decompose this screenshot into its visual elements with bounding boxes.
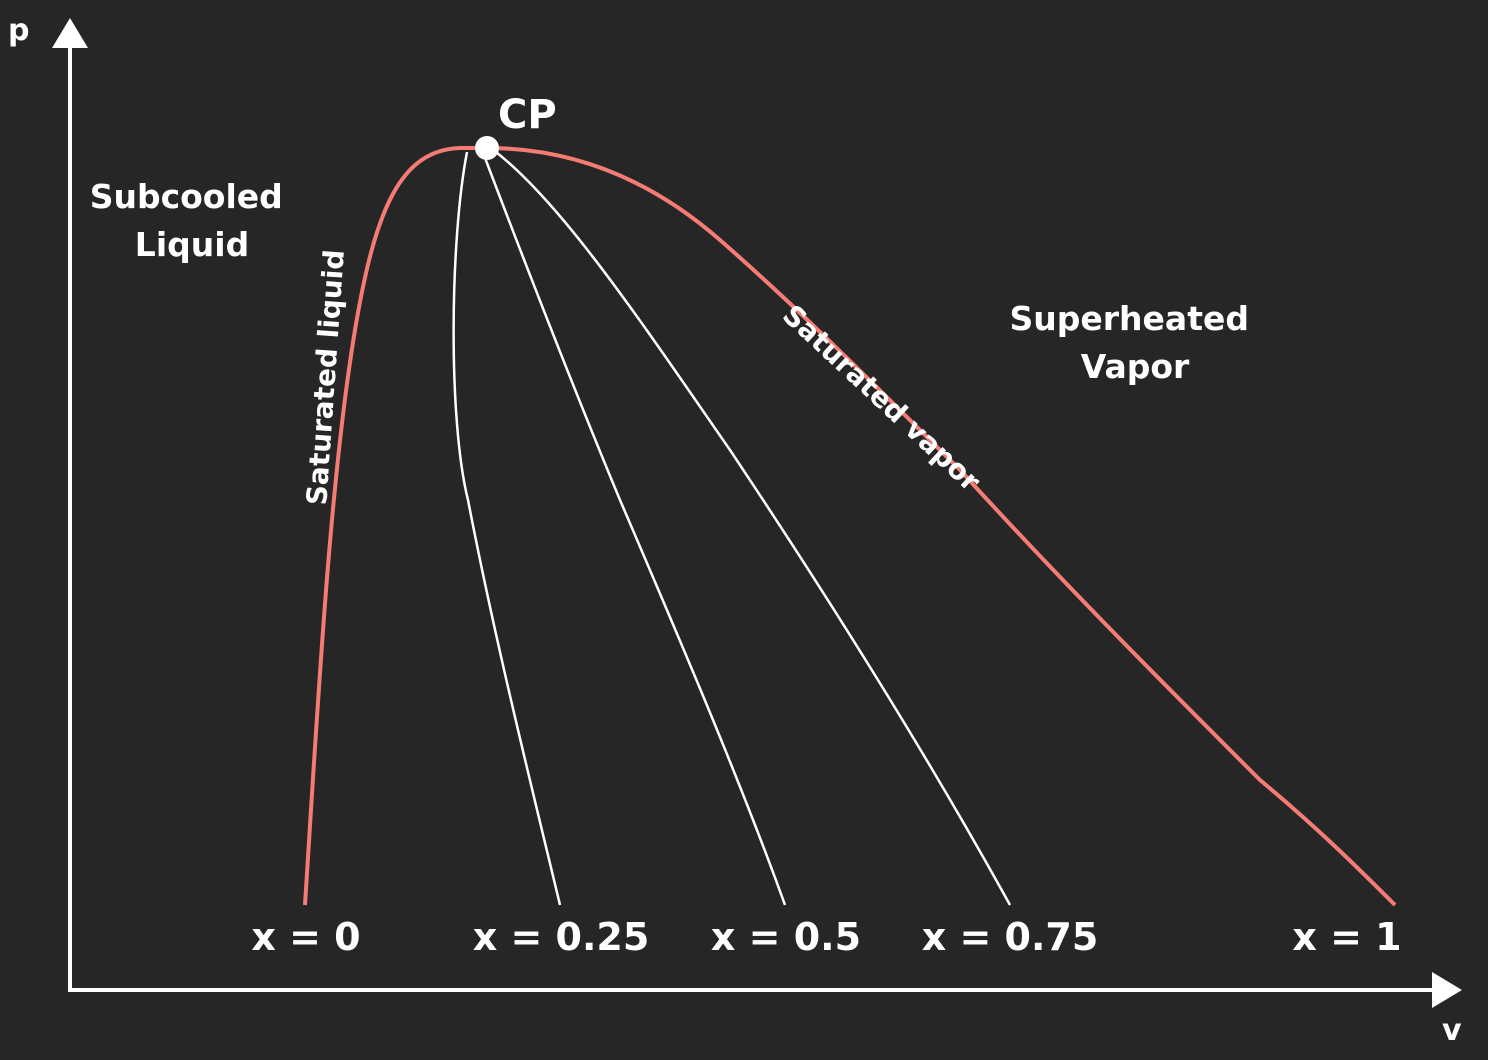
superheated-vapor-label: Superheated Vapor <box>1010 299 1261 386</box>
saturated-vapor-curve <box>486 146 1397 907</box>
quality-line-0.5 <box>480 149 787 906</box>
saturated-liquid-curve <box>303 146 487 906</box>
quality-line-0.25 <box>452 151 562 906</box>
superheated-label-line2: Vapor <box>1081 347 1190 386</box>
subcooled-label-line1: Subcooled <box>90 177 283 216</box>
quality-label-0.75: x = 0.75 <box>922 915 1099 959</box>
saturation-dome <box>303 146 1397 907</box>
axes: p v <box>8 13 1462 1048</box>
subcooled-liquid-label: Subcooled Liquid <box>90 177 295 264</box>
quality-lines <box>452 148 1012 906</box>
quality-label-0.5: x = 0.5 <box>711 915 861 959</box>
x-axis-arrow-icon <box>1432 972 1462 1008</box>
quality-label-0.25: x = 0.25 <box>473 915 650 959</box>
x-axis-label: v <box>1442 1013 1462 1048</box>
quality-label-1: x = 1 <box>1292 915 1401 959</box>
saturated-liquid-label: Saturated liquid <box>300 248 351 506</box>
saturated-vapor-label: Saturated vapor <box>776 298 987 498</box>
y-axis-arrow-icon <box>52 18 88 48</box>
quality-label-0: x = 0 <box>251 915 360 959</box>
critical-point-label: CP <box>498 92 557 138</box>
quality-line-0.75 <box>491 148 1012 906</box>
quality-labels: x = 0 x = 0.25 x = 0.5 x = 0.75 x = 1 <box>251 915 1401 959</box>
y-axis-label: p <box>8 13 29 48</box>
subcooled-label-line2: Liquid <box>135 225 249 264</box>
superheated-label-line1: Superheated <box>1010 299 1249 338</box>
critical-point-marker <box>475 136 499 160</box>
